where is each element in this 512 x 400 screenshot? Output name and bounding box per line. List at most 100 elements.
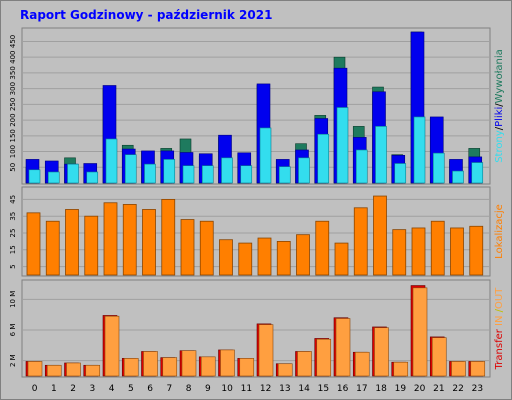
- y-tick-label: 100: [9, 145, 17, 158]
- bar-lokalizacje-4: [103, 202, 118, 276]
- bar-wywolania-7: [163, 159, 176, 184]
- top-y-ticks: 50 100 150 200 250 300 350 400 450: [9, 35, 17, 172]
- x-tick-label: 5: [128, 384, 134, 394]
- legend-entry: OUT: [494, 287, 505, 309]
- x-tick-label: 0: [32, 384, 38, 394]
- bar-lokalizacje-7: [161, 198, 176, 276]
- legend-text: Transfer IN /OUT: [494, 287, 505, 371]
- bar-transfer-in-17: [354, 351, 370, 377]
- y-tick-label: 15: [9, 245, 17, 254]
- legend-text: Lokalizacje: [494, 204, 505, 259]
- legend-entry: /: [494, 103, 505, 107]
- x-tick-label: 17: [356, 384, 367, 394]
- bar-lokalizacje-3: [84, 215, 99, 276]
- x-tick-label: 6: [147, 384, 153, 394]
- bar-wywolania-13: [278, 166, 291, 184]
- bar-wywolania-16: [336, 107, 349, 184]
- bar-transfer-in-3: [85, 364, 101, 377]
- y-tick-label: 5: [9, 264, 17, 268]
- bar-transfer-in-6: [143, 351, 158, 377]
- y-tick-label: 300: [9, 82, 17, 95]
- bar-wywolania-20: [413, 116, 426, 184]
- legend-entry: IN: [494, 312, 505, 329]
- x-tick-labels: 0 1 2 3 4 5 6 7 8 9 10 11 12 13 14 15 16 17 18 19 20 21 22 23: [32, 384, 483, 394]
- bar-transfer-in-7: [162, 357, 178, 377]
- legend-text: Strony/Pliki/Wywołania: [494, 49, 505, 163]
- bar-lokalizacje-1: [45, 220, 60, 276]
- bar-lokalizacje-18: [373, 195, 387, 276]
- legend-entry: Wywołania: [494, 49, 505, 103]
- middle-y-ticks: 5 15 25 35 45: [9, 195, 17, 269]
- bar-wywolania-22: [452, 170, 464, 184]
- bar-transfer-in-0: [27, 361, 43, 377]
- bar-lokalizacje-6: [142, 209, 156, 276]
- y-tick-label: 45: [9, 195, 17, 204]
- x-tick-label: 15: [318, 384, 329, 394]
- bar-transfer-in-8: [181, 350, 197, 377]
- bar-lokalizacje-21: [430, 220, 445, 276]
- x-tick-label: 9: [205, 384, 211, 394]
- bar-lokalizacje-23: [469, 225, 484, 276]
- bar-lokalizacje-20: [411, 227, 426, 276]
- bar-transfer-in-12: [258, 324, 274, 377]
- bar-wywolania-14: [298, 157, 310, 184]
- y-tick-label: 2 M: [9, 354, 17, 367]
- y-tick-label: 350: [9, 66, 17, 79]
- bar-lokalizacje-16: [334, 242, 349, 276]
- top-bars: [25, 31, 484, 184]
- bar-lokalizacje-15: [315, 220, 330, 276]
- x-tick-label: 8: [186, 384, 192, 394]
- legend-entry: Transfer: [494, 328, 505, 370]
- x-tick-label: 2: [70, 384, 76, 394]
- bar-wywolania-10: [221, 157, 233, 184]
- bar-transfer-in-5: [123, 358, 139, 377]
- bar-wywolania-2: [67, 163, 79, 184]
- bar-lokalizacje-14: [296, 234, 310, 276]
- bar-wywolania-5: [124, 154, 137, 184]
- y-tick-label: 50: [9, 163, 17, 172]
- bar-wywolania-15: [317, 133, 330, 184]
- bar-lokalizacje-10: [219, 239, 233, 276]
- legend-entry: Lokalizacje: [494, 204, 505, 259]
- y-tick-label: 200: [9, 113, 17, 126]
- legend-entry: /: [494, 308, 505, 312]
- bar-transfer-in-14: [297, 351, 312, 377]
- x-tick-label: 4: [109, 384, 115, 394]
- bar-wywolania-19: [394, 163, 407, 184]
- x-tick-label: 7: [167, 384, 173, 394]
- bar-transfer-in-11: [239, 358, 255, 377]
- bar-lokalizacje-11: [238, 242, 253, 276]
- x-tick-label: 12: [260, 384, 271, 394]
- bar-wywolania-18: [375, 126, 387, 184]
- bar-lokalizacje-8: [180, 219, 195, 276]
- bar-transfer-in-18: [374, 327, 389, 377]
- middle-bars: [26, 195, 484, 276]
- y-tick-label: 35: [9, 212, 17, 221]
- y-tick-label: 400: [9, 50, 17, 63]
- bar-transfer-in-19: [393, 361, 409, 377]
- bar-wywolania-12: [259, 127, 272, 184]
- bar-wywolania-21: [432, 152, 445, 184]
- bar-transfer-in-22: [451, 361, 466, 377]
- x-tick-label: 18: [375, 384, 387, 394]
- x-tick-label: 20: [414, 384, 426, 394]
- bar-wywolania-0: [28, 169, 41, 184]
- bar-transfer-in-4: [104, 315, 120, 377]
- bar-wywolania-23: [471, 162, 484, 184]
- bar-wywolania-9: [201, 165, 214, 184]
- y-tick-label: 10 M: [9, 291, 17, 308]
- y-tick-label: 25: [9, 229, 17, 238]
- bottom-y-ticks: 2 M 6 M 10 M: [9, 291, 17, 367]
- bottom-bars: [25, 285, 486, 377]
- x-tick-label: 1: [51, 384, 57, 394]
- y-tick-label: 150: [9, 129, 17, 142]
- x-tick-label: 10: [221, 384, 233, 394]
- top-legend: Strony/Pliki/Wywołania: [494, 49, 505, 163]
- bar-lokalizacje-9: [199, 220, 214, 276]
- y-tick-label: 450: [9, 35, 17, 48]
- x-tick-label: 13: [279, 384, 290, 394]
- x-tick-label: 3: [90, 384, 96, 394]
- x-tick-label: 16: [337, 384, 349, 394]
- bar-transfer-in-20: [412, 287, 428, 377]
